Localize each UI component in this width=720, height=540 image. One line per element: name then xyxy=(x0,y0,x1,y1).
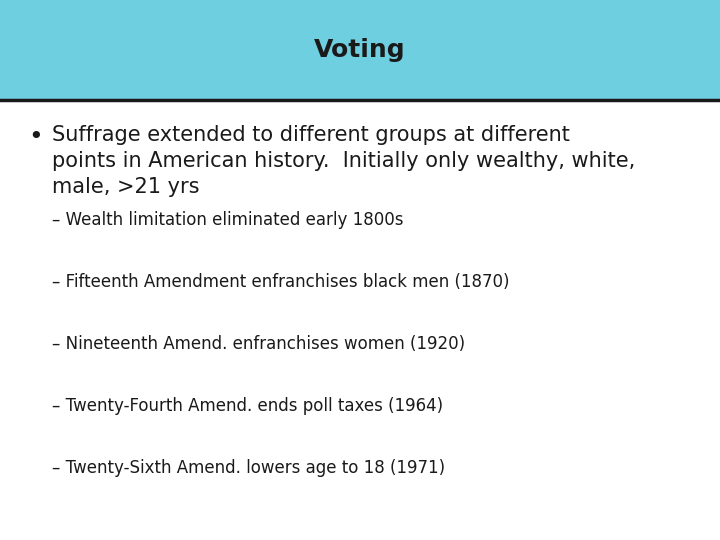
Text: – Wealth limitation eliminated early 1800s: – Wealth limitation eliminated early 180… xyxy=(52,211,403,229)
Text: – Twenty-Sixth Amend. lowers age to 18 (1971): – Twenty-Sixth Amend. lowers age to 18 (… xyxy=(52,459,445,477)
Text: Suffrage extended to different groups at different: Suffrage extended to different groups at… xyxy=(52,125,570,145)
Text: male, >21 yrs: male, >21 yrs xyxy=(52,177,199,197)
Text: Voting: Voting xyxy=(314,38,406,62)
Text: – Twenty-Fourth Amend. ends poll taxes (1964): – Twenty-Fourth Amend. ends poll taxes (… xyxy=(52,397,443,415)
Text: points in American history.  Initially only wealthy, white,: points in American history. Initially on… xyxy=(52,151,635,171)
Text: •: • xyxy=(28,125,42,149)
Text: – Nineteenth Amend. enfranchises women (1920): – Nineteenth Amend. enfranchises women (… xyxy=(52,335,465,353)
Text: – Fifteenth Amendment enfranchises black men (1870): – Fifteenth Amendment enfranchises black… xyxy=(52,273,510,291)
Bar xyxy=(0,0,720,100)
